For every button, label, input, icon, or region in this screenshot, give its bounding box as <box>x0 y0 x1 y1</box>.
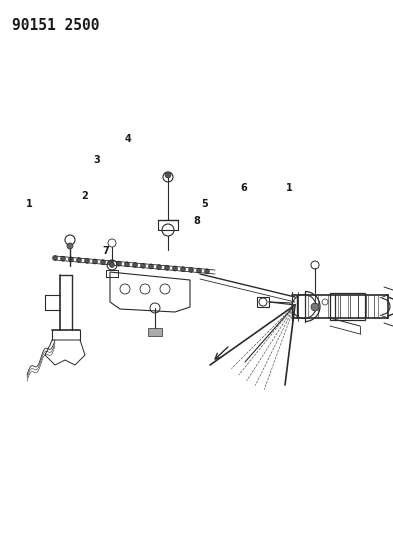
Circle shape <box>204 269 209 274</box>
Circle shape <box>108 261 114 265</box>
Text: 8: 8 <box>193 216 200 226</box>
Circle shape <box>116 261 121 266</box>
Circle shape <box>101 260 105 265</box>
Text: 4: 4 <box>124 134 131 143</box>
Circle shape <box>156 264 162 270</box>
Circle shape <box>92 259 97 264</box>
Circle shape <box>110 262 114 268</box>
Circle shape <box>165 172 171 178</box>
Circle shape <box>189 268 193 272</box>
Text: 1: 1 <box>26 199 33 208</box>
Circle shape <box>173 266 178 271</box>
Circle shape <box>84 259 90 263</box>
Bar <box>148 328 162 336</box>
Circle shape <box>132 262 138 268</box>
Bar <box>257 297 269 307</box>
Circle shape <box>311 303 319 311</box>
Text: 5: 5 <box>201 199 208 209</box>
Circle shape <box>141 263 145 268</box>
Circle shape <box>149 264 154 269</box>
Text: 1: 1 <box>285 183 292 192</box>
Bar <box>330 293 365 320</box>
Circle shape <box>125 262 130 267</box>
Text: 6: 6 <box>240 183 247 192</box>
Text: 2: 2 <box>81 191 88 201</box>
Circle shape <box>53 255 57 261</box>
Circle shape <box>67 243 73 249</box>
Circle shape <box>77 257 81 263</box>
Text: 90151 2500: 90151 2500 <box>12 18 99 33</box>
Circle shape <box>68 257 73 262</box>
Circle shape <box>196 268 202 273</box>
Text: 3: 3 <box>93 155 100 165</box>
Text: 7: 7 <box>103 246 110 255</box>
Circle shape <box>180 266 185 272</box>
Circle shape <box>61 256 66 261</box>
Circle shape <box>165 265 169 270</box>
